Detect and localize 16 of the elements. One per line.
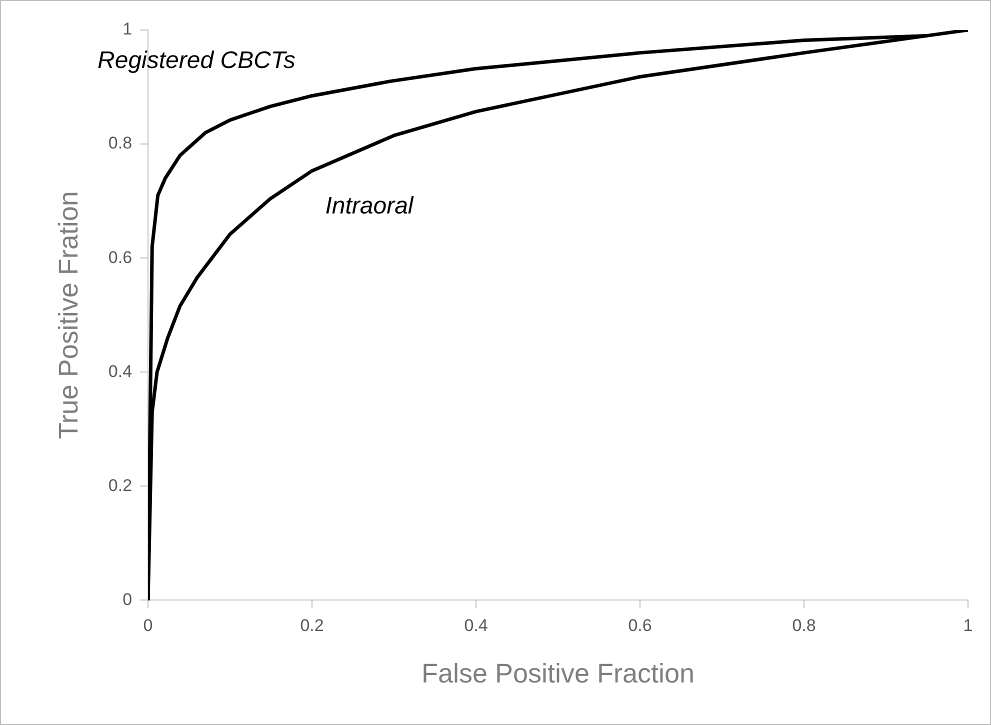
series-label: Intraoral <box>325 192 414 220</box>
x-tick-label: 0 <box>143 616 153 636</box>
x-axis-title: False Positive Fraction <box>421 658 695 688</box>
y-tick-label: 0.6 <box>108 248 132 267</box>
x-tick-label: 0.4 <box>464 616 488 636</box>
x-tick-label: 1 <box>963 616 973 636</box>
x-tick-label: 0.8 <box>792 616 816 636</box>
x-tick-label: 0.6 <box>628 616 652 636</box>
y-tick-label: 0 <box>122 590 132 609</box>
y-axis-title: True Positive Fration <box>54 191 84 440</box>
series-label: Registered CBCTs <box>98 46 296 74</box>
y-tick-label: 0.2 <box>108 476 132 495</box>
x-tick-label: 0.2 <box>300 616 324 636</box>
y-tick-label: 1 <box>122 20 132 39</box>
y-tick-label: 0.8 <box>108 134 132 153</box>
y-tick-label: 0.4 <box>108 362 132 381</box>
